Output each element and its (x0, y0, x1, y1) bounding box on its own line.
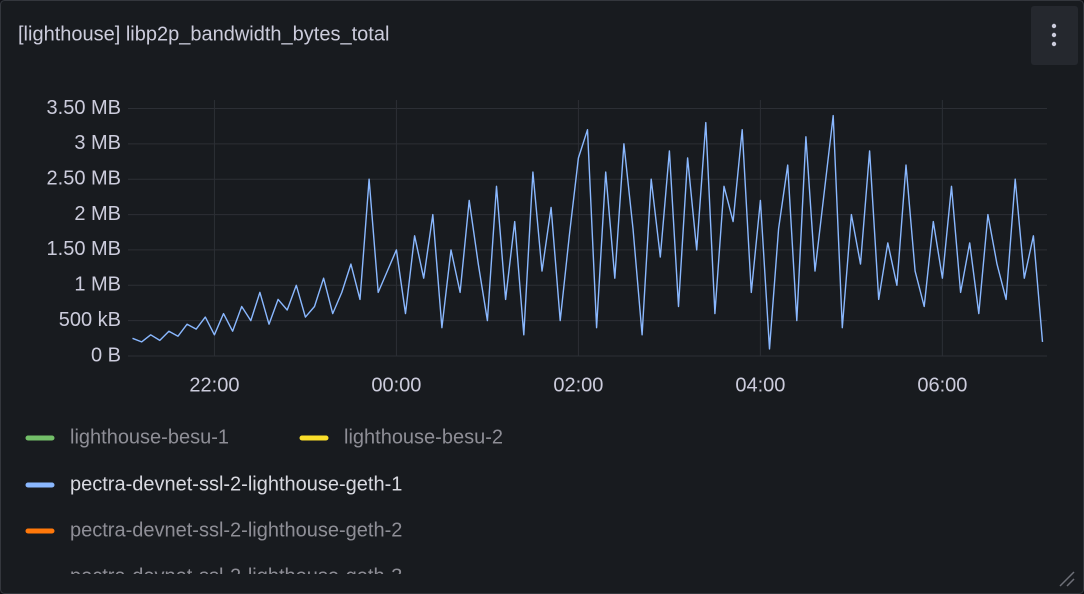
legend-label: pectra-devnet-ssl-2-lighthouse-geth-1 (70, 473, 402, 495)
legend-label: pectra-devnet-ssl-2-lighthouse-geth-3 (70, 565, 402, 587)
menu-dot (1051, 23, 1057, 29)
series-line (132, 114, 1044, 350)
legend-item[interactable]: lighthouse-besu-2 (299, 426, 503, 448)
legend-item[interactable]: pectra-devnet-ssl-2-lighthouse-geth-3 (28, 565, 402, 587)
legend-item[interactable]: lighthouse-besu-1 (25, 426, 229, 448)
legend: lighthouse-besu-1 lighthouse-besu-2 pectra… (25, 426, 503, 587)
legend-label: lighthouse-besu-2 (344, 426, 503, 448)
y-tick-label: 500 kB (59, 309, 121, 331)
resize-handle[interactable] (1059, 571, 1075, 587)
y-tick-label: 1 MB (74, 274, 121, 296)
y-tick-label: 3.50 MB (47, 97, 121, 119)
y-tick-label: 1.50 MB (47, 238, 121, 260)
legend-item[interactable]: pectra-devnet-ssl-2-lighthouse-geth-1 (25, 473, 402, 495)
legend-label: lighthouse-besu-1 (70, 426, 229, 448)
y-tick-label: 2 MB (74, 203, 121, 225)
x-tick-label: 00:00 (371, 374, 421, 396)
x-tick-label: 02:00 (553, 374, 603, 396)
y-tick-label: 0 B (91, 344, 121, 366)
menu-dot (1051, 32, 1057, 38)
legend-label: pectra-devnet-ssl-2-lighthouse-geth-2 (70, 519, 402, 541)
plot: 0 B 500 kB 1 MB 1.50 MB 2 MB 2.50 MB 3 MB 3.50 … (47, 97, 1047, 396)
y-tick-label: 3 MB (74, 132, 121, 154)
x-tick-label: 04:00 (735, 374, 785, 396)
panel-title: [lighthouse] libp2p_bandwidth_bytes_tota… (18, 23, 389, 45)
menu-dot (1051, 41, 1057, 47)
y-tick-label: 2.50 MB (47, 167, 121, 189)
x-tick-label: 06:00 (917, 374, 967, 396)
legend-item[interactable]: pectra-devnet-ssl-2-lighthouse-geth-2 (25, 519, 402, 541)
x-tick-label: 22:00 (189, 374, 239, 396)
